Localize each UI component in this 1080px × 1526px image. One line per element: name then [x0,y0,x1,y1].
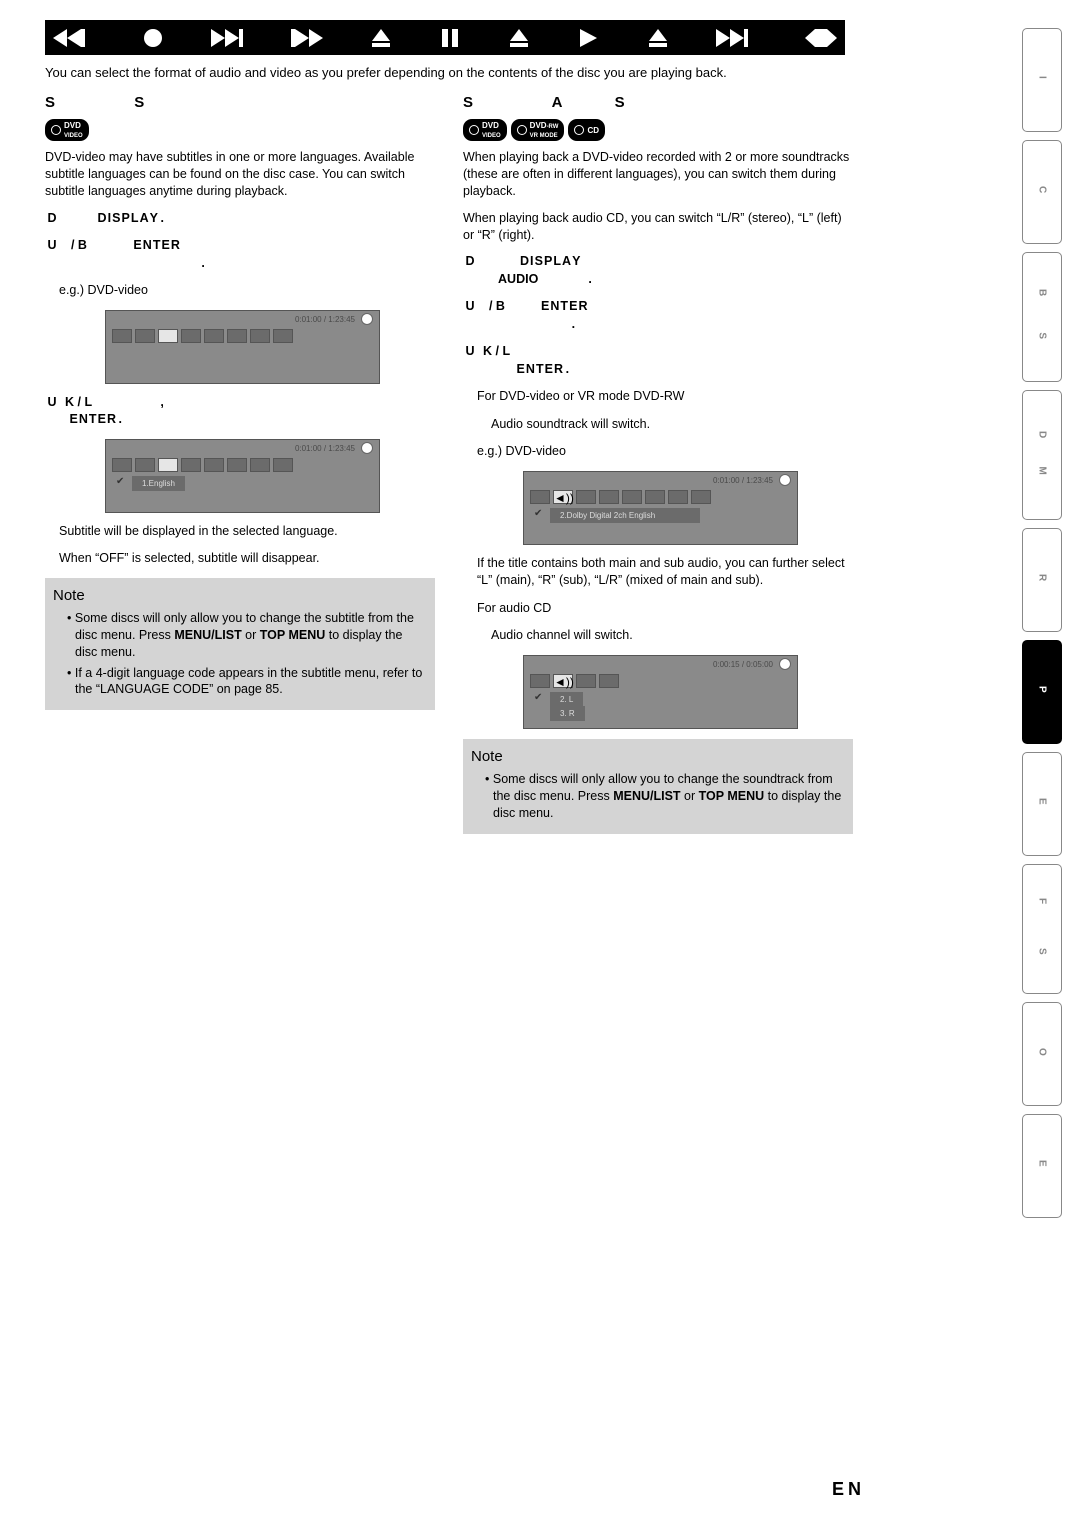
sub2: If the title contains both main and sub … [477,555,853,590]
step-2: U / B E N T E R . [45,237,435,272]
pause-icon [439,27,461,49]
subtitle-section: S S DVDVIDEO DVD-video may have subtitle… [45,94,435,834]
prev-icon [291,27,323,49]
cd-badge: CD [568,119,605,141]
transport-icon-bar [45,20,845,55]
sub3: For audio CD [477,600,853,618]
note-box-right: Note • Some discs will only allow you to… [463,739,853,834]
rewind-icon [53,27,95,49]
subtitle-desc: DVD-video may have subtitles in one or m… [45,149,435,200]
r-step-1: D D I S P L A Y AUDIO . [463,253,853,288]
tab-10[interactable]: E [1022,1114,1062,1218]
result-2: When “OFF” is selected, subtitle will di… [59,550,435,568]
step-3: U K / L , E N T E R . [45,394,435,429]
play-icon [577,27,599,49]
stop-icon [805,27,837,49]
intro-text: You can select the format of audio and v… [45,65,865,80]
result-1: Subtitle will be displayed in the select… [59,523,435,541]
audio-desc-2: When playing back audio CD, you can swit… [463,210,853,244]
osd-screenshot-2: 0:01:00 / 1:23:45 ✔ 1.English [105,439,380,513]
r-step-2: U / B E N T E R . [463,298,853,333]
dvd-video-badge: DVDVIDEO [463,119,507,141]
tab-3[interactable]: B S [1022,252,1062,382]
osd-screenshot-r1: 0:01:00 / 1:23:45 ◄)) ✔ 2.Dolby Digital … [523,471,798,545]
next-icon [211,27,243,49]
audio-section: S A S DVDVIDEO DVD-RWVR MODE CD When pla… [463,94,853,834]
dvd-rw-badge: DVD-RWVR MODE [511,119,565,141]
tab-4[interactable]: D M [1022,390,1062,520]
eject-icon-2 [508,27,530,49]
step-1: D D I S P L A Y . [45,210,435,228]
sub1: For DVD-video or VR mode DVD-RW [477,388,853,406]
tab-1[interactable]: I [1022,28,1062,132]
eject-icon-3 [647,27,669,49]
osd-screenshot-1: 0:01:00 / 1:23:45 [105,310,380,384]
sub1a: Audio soundtrack will switch. [491,416,853,434]
tab-9[interactable]: O [1022,1002,1062,1106]
note-box-left: Note • Some discs will only allow you to… [45,578,435,711]
subtitle-heading: S S [45,94,435,111]
sub3a: Audio channel will switch. [491,627,853,645]
r-step-3: U K / L E N T E R . [463,343,853,378]
tab-2[interactable]: C [1022,140,1062,244]
r-eg-1: e.g.) DVD-video [477,443,853,461]
tab-5[interactable]: R [1022,528,1062,632]
tab-8[interactable]: F S [1022,864,1062,994]
page-number: EN [45,1479,865,1500]
side-tabs: I C B S D M R P E F S O E [1022,28,1062,1218]
record-icon [142,27,164,49]
audio-desc-1: When playing back a DVD-video recorded w… [463,149,853,200]
eject-icon [370,27,392,49]
osd-screenshot-r2: 0:00:15 / 0:05:00 ◄)) ✔ 2. L 3. R [523,655,798,729]
dvd-video-badge: DVDVIDEO [45,119,89,141]
ffwd-icon [716,27,758,49]
tab-7[interactable]: E [1022,752,1062,856]
tab-6-active[interactable]: P [1022,640,1062,744]
audio-heading: S A S [463,94,853,111]
eg-label: e.g.) DVD-video [59,282,435,300]
